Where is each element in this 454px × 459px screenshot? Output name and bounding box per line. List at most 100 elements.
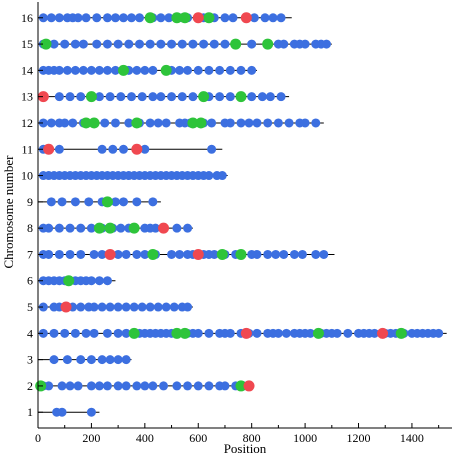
blue-point-chr16 [220, 13, 230, 23]
blue-point-chr2 [183, 381, 193, 391]
blue-point-chr14 [193, 65, 203, 75]
green-point-chr12 [195, 117, 207, 129]
blue-point-chr5 [169, 302, 179, 312]
blue-point-chr12 [153, 118, 163, 128]
blue-point-chr2 [94, 381, 104, 391]
blue-point-chr7 [263, 249, 273, 259]
blue-point-chr14 [62, 65, 72, 75]
blue-point-chr9 [148, 197, 158, 207]
blue-point-chr7 [252, 249, 262, 259]
blue-point-chr14 [236, 65, 246, 75]
blue-point-chr15 [134, 39, 144, 49]
blue-point-chr15 [70, 39, 80, 49]
blue-point-chr8 [172, 223, 182, 233]
blue-point-chr2 [148, 381, 158, 391]
red-point-chr11 [131, 143, 143, 155]
blue-point-chr4 [121, 328, 131, 338]
blue-point-chr3 [86, 355, 96, 365]
green-point-chr8 [104, 222, 116, 234]
axes [37, 2, 452, 429]
blue-point-chr5 [137, 302, 147, 312]
blue-point-chr13 [76, 92, 86, 102]
blue-point-chr6 [102, 276, 112, 286]
green-point-chr9 [101, 196, 113, 208]
blue-point-chr14 [78, 65, 88, 75]
blue-point-chr8 [116, 223, 126, 233]
blue-point-chr16 [73, 13, 83, 23]
blue-point-chr8 [151, 223, 161, 233]
blue-point-chr2 [44, 381, 54, 391]
blue-point-chr14 [132, 65, 142, 75]
blue-point-chr15 [279, 39, 289, 49]
y-tick-label: 7 [27, 247, 33, 261]
blue-point-chr12 [161, 118, 171, 128]
blue-point-chr4 [89, 328, 99, 338]
blue-point-chr7 [121, 249, 131, 259]
blue-point-chr4 [38, 328, 48, 338]
blue-point-chr15 [156, 39, 166, 49]
blue-point-chr8 [44, 223, 54, 233]
green-point-chr12 [187, 117, 199, 129]
blue-point-chr12 [100, 118, 110, 128]
red-point-chr2 [243, 380, 255, 392]
blue-point-chr14 [140, 65, 150, 75]
blue-point-chr12 [225, 118, 235, 128]
blue-point-chr15 [145, 39, 155, 49]
blue-point-chr7 [132, 249, 142, 259]
blue-point-chr7 [297, 249, 307, 259]
blue-point-chr2 [57, 381, 67, 391]
blue-point-chr7 [279, 249, 289, 259]
blue-point-chr4 [49, 328, 59, 338]
blue-point-chr16 [134, 13, 144, 23]
y-tick-label: 4 [27, 326, 33, 340]
blue-point-chr11 [97, 144, 107, 154]
blue-point-chr15 [102, 39, 112, 49]
blue-point-chr12 [207, 118, 217, 128]
blue-point-chr4 [305, 328, 315, 338]
blue-point-chr12 [263, 118, 273, 128]
blue-point-chr9 [57, 197, 67, 207]
blue-point-chr2 [65, 381, 75, 391]
blue-point-chr13 [65, 92, 75, 102]
blue-point-chr13 [137, 92, 147, 102]
blue-point-chr15 [49, 39, 59, 49]
blue-point-chr15 [124, 39, 134, 49]
blue-point-chr16 [249, 13, 259, 23]
blue-point-chr12 [273, 118, 283, 128]
blue-point-chr1 [57, 407, 67, 417]
blue-point-chr13 [188, 92, 198, 102]
blue-point-chr16 [276, 13, 286, 23]
blue-point-chr5 [105, 302, 115, 312]
blue-point-chr4 [273, 328, 283, 338]
blue-point-chr13 [126, 92, 136, 102]
blue-point-chr9 [70, 197, 80, 207]
blue-point-chr7 [167, 249, 177, 259]
blue-point-chr3 [97, 355, 107, 365]
y-axis-title: Chromosome number [1, 155, 16, 269]
blue-point-chr2 [132, 381, 142, 391]
green-point-chr15 [262, 38, 274, 50]
blue-point-chr13 [215, 92, 225, 102]
blue-point-chr15 [188, 39, 198, 49]
blue-point-chr13 [156, 92, 166, 102]
blue-point-chr16 [164, 13, 174, 23]
y-tick-label: 11 [21, 142, 33, 156]
blue-point-chr5 [89, 302, 99, 312]
blue-point-chr14 [102, 65, 112, 75]
green-point-chr12 [80, 117, 92, 129]
red-point-chr16 [192, 12, 204, 24]
blue-point-chr13 [177, 92, 187, 102]
x-tick-label: 400 [136, 431, 154, 445]
blue-point-chr13 [257, 92, 267, 102]
blue-point-chr16 [126, 13, 136, 23]
blue-point-chr12 [244, 118, 254, 128]
blue-point-chr9 [132, 197, 142, 207]
blue-point-chr15 [78, 39, 88, 49]
y-tick-label: 6 [27, 274, 33, 288]
blue-point-chr4 [252, 328, 262, 338]
blue-point-chr5 [76, 302, 86, 312]
blue-point-chr15 [92, 39, 102, 49]
x-tick-label: 1000 [293, 431, 317, 445]
blue-point-chr7 [209, 249, 219, 259]
